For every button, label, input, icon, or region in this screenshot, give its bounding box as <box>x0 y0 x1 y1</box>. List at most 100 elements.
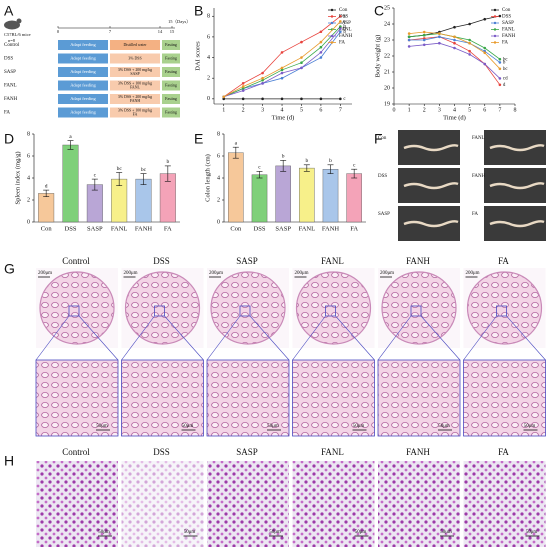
point <box>438 35 441 39</box>
significance-letter: c <box>343 97 346 102</box>
point <box>319 56 323 59</box>
phase-text: Adapt feeding <box>70 69 96 74</box>
point <box>468 49 471 53</box>
phase-text: 3% DSS + 100 mg/kg <box>118 81 152 85</box>
legend-marker <box>493 8 497 12</box>
legend-marker <box>330 21 334 25</box>
scale-label: 200μm <box>209 271 223 276</box>
zoom-box <box>154 305 165 317</box>
scale-label: 200μm <box>466 271 480 276</box>
stain-image <box>207 461 289 547</box>
scale-label: 200μm <box>380 271 394 276</box>
point <box>241 97 245 101</box>
significance-letter: a <box>235 140 238 146</box>
stain-image <box>292 461 375 547</box>
point <box>339 25 342 28</box>
stain-image <box>463 461 546 547</box>
phase-text: Adapt feeding <box>70 56 96 61</box>
zoom-box <box>325 305 336 317</box>
x-tick-label: DSS <box>254 225 266 232</box>
legend-label: Con <box>339 8 348 13</box>
point <box>319 97 323 101</box>
legend-marker <box>493 28 497 31</box>
point <box>300 40 303 44</box>
y-tick-label: 2 <box>217 197 220 203</box>
significance-letter: cd <box>503 77 508 82</box>
point <box>498 57 502 61</box>
point <box>468 38 471 42</box>
point <box>261 82 264 85</box>
panel-label: B <box>194 3 203 19</box>
zoom-line <box>377 315 412 361</box>
phase-box <box>110 94 160 104</box>
x-tick-label: 4 <box>453 107 456 113</box>
x-tick-label: 6 <box>319 107 322 113</box>
phase-box <box>162 40 180 50</box>
y-tick-label: 8 <box>27 131 30 137</box>
zoom-line <box>35 315 70 361</box>
colon-specimen <box>403 220 459 228</box>
phase-text: Fasting <box>165 96 177 101</box>
phase-box <box>58 53 108 64</box>
legend-label: FANL <box>502 28 515 33</box>
zoom-line <box>206 315 241 361</box>
zoom-line <box>463 315 497 361</box>
point <box>222 97 226 101</box>
group-title: Control <box>62 447 90 457</box>
legend-label: FANH <box>502 34 516 39</box>
colon-specimen <box>489 182 545 190</box>
phase-text: FANH <box>130 99 140 103</box>
y-tick-label: 25 <box>384 5 390 11</box>
group-name: SASP <box>4 70 16 75</box>
point <box>339 20 342 23</box>
point <box>498 14 502 18</box>
significance-letter: d <box>45 183 48 189</box>
x-tick-label: 1 <box>408 107 411 113</box>
section-zoom <box>292 359 375 437</box>
x-tick-label: 5 <box>468 107 471 113</box>
phase-text: Distilled water <box>123 43 147 47</box>
y-tick-label: 6 <box>217 153 220 159</box>
point <box>300 61 303 65</box>
group-name: DSS <box>4 57 13 62</box>
x-tick-label: FA <box>350 225 358 232</box>
significance-letter: d <box>503 83 506 88</box>
group-name: Control <box>4 43 20 48</box>
legend-label: FANL <box>339 28 352 33</box>
x-tick-label: SASP <box>275 225 291 232</box>
point <box>453 38 456 42</box>
point <box>438 41 441 45</box>
significance-letter: a <box>343 20 346 25</box>
y-axis-label: Spleen index (mg/g) <box>14 151 21 204</box>
bar <box>299 167 315 223</box>
significance-letter: c <box>258 165 261 171</box>
phase-text: 3% DSS + 200 mg/kg <box>118 68 152 72</box>
x-tick-label: DSS <box>65 225 77 232</box>
phase-box <box>110 80 160 91</box>
scale-label: 50μm <box>269 530 281 535</box>
scale-label: 50μm <box>267 424 279 429</box>
phase-text: FANL <box>130 85 140 89</box>
x-tick-label: 2 <box>242 107 245 113</box>
point <box>222 95 226 99</box>
colon-specimen <box>403 144 459 152</box>
bar <box>346 173 362 223</box>
y-axis-label: Body weight (g) <box>374 35 381 78</box>
y-axis-label: Colon length (cm) <box>204 154 211 202</box>
bar <box>135 178 152 223</box>
phase-text: Adapt feeding <box>70 42 96 47</box>
point <box>483 51 487 55</box>
colon-section <box>124 271 201 345</box>
group-name: FA <box>4 111 10 116</box>
significance-letter: b <box>343 30 346 35</box>
series-line <box>223 15 341 98</box>
point <box>483 17 487 21</box>
legend-marker <box>493 41 497 44</box>
scale-label: 50μm <box>98 530 110 535</box>
significance-letter: b <box>343 25 346 30</box>
point <box>468 53 471 56</box>
panel-label: A <box>4 3 14 19</box>
y-tick-label: 2 <box>27 197 30 203</box>
significance-letter: c <box>94 172 97 178</box>
